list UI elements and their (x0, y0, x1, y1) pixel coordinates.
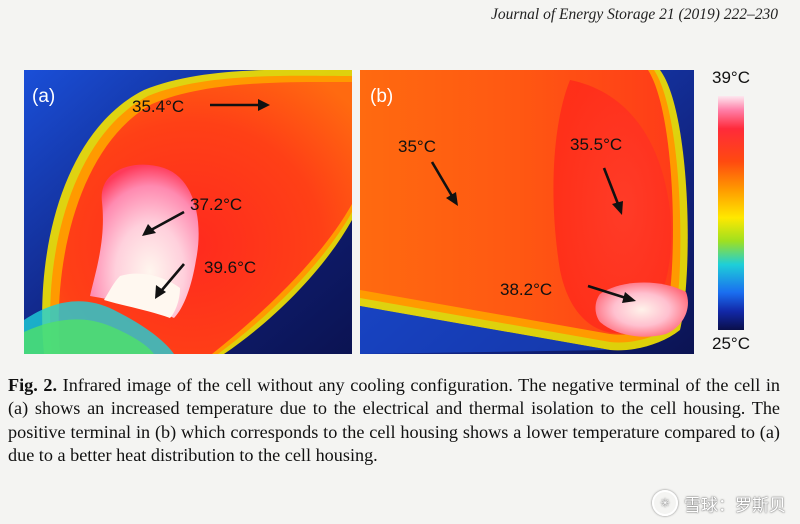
annotation-b-1: 35°C (398, 137, 436, 156)
annotation-b-2: 35.5°C (570, 135, 622, 154)
scale-min-label: 25°C (712, 334, 750, 353)
thermal-image-b: (b) 35°C 35.5°C 38.2°C (360, 70, 694, 354)
temperature-color-scale (718, 96, 744, 330)
annotation-a-2: 37.2°C (190, 195, 242, 214)
figure-caption: Fig. 2. Infrared image of the cell witho… (8, 374, 780, 468)
annotation-arrows-b (430, 161, 636, 303)
snowball-logo-icon: ✳ (652, 490, 678, 516)
watermark: ✳ 雪球：罗斯贝 (652, 490, 786, 516)
annotation-a-1: 35.4°C (132, 97, 184, 116)
caption-label: Fig. 2. (8, 375, 58, 395)
annotation-b-3: 38.2°C (500, 280, 552, 299)
watermark-text: 雪球：罗斯贝 (684, 495, 786, 516)
panel-b-label: (b) (370, 86, 393, 107)
scale-max-label: 39°C (712, 68, 750, 87)
journal-citation: Journal of Energy Storage 21 (2019) 222–… (491, 6, 778, 23)
thermal-image-a: (a) 35.4°C 37.2°C 39.6°C (24, 70, 352, 354)
annotation-a-3: 39.6°C (204, 258, 256, 277)
panel-a-label: (a) (32, 86, 55, 107)
caption-text: Infrared image of the cell without any c… (8, 375, 780, 466)
annotation-arrows-a (142, 99, 270, 299)
